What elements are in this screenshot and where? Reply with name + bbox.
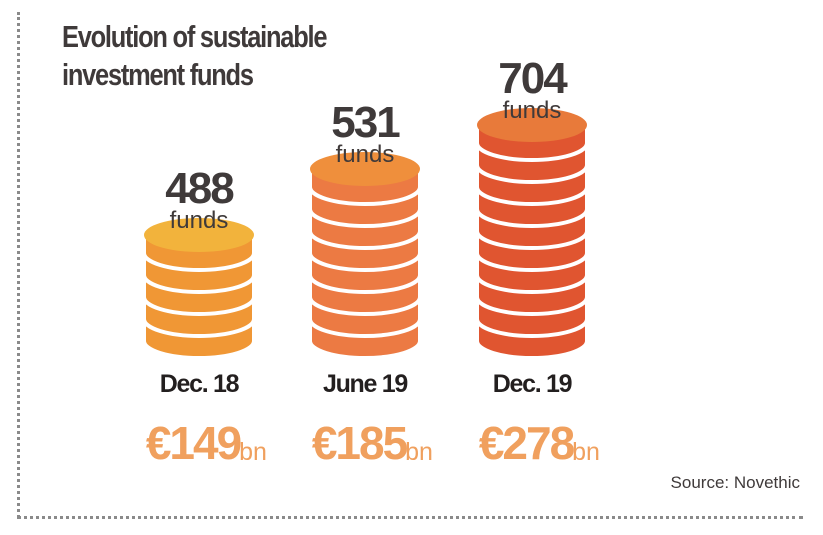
fund-unit-label: funds bbox=[170, 207, 229, 234]
source-note: Source: Novethic bbox=[670, 473, 800, 492]
category-label: Dec. 19 bbox=[493, 370, 572, 398]
category-label: June 19 bbox=[323, 370, 407, 398]
fund-count-label: 531 bbox=[331, 98, 400, 147]
chart-title-line-1: Evolution of sustainable bbox=[62, 19, 327, 54]
dotted-frame-bottom bbox=[17, 516, 803, 519]
fund-unit-label: funds bbox=[503, 97, 562, 124]
chart-title: Evolution of sustainable investment fund… bbox=[62, 18, 327, 94]
chart-title-line-2: investment funds bbox=[62, 57, 254, 92]
category-label: Dec. 18 bbox=[160, 370, 240, 398]
coin-top-1 bbox=[144, 218, 254, 252]
asset-unit-label: bn bbox=[239, 438, 267, 466]
fund-count-label: 488 bbox=[165, 164, 234, 213]
asset-unit-label: bn bbox=[572, 438, 600, 466]
coin-top-2 bbox=[310, 152, 420, 186]
fund-unit-label: funds bbox=[336, 141, 395, 168]
coin-top-3 bbox=[477, 108, 587, 142]
dotted-frame-left bbox=[17, 12, 20, 518]
asset-amount-label: €185 bbox=[312, 417, 408, 469]
fund-count-label: 704 bbox=[498, 54, 568, 103]
asset-amount-label: €278 bbox=[479, 417, 575, 469]
asset-amount-label: €149 bbox=[146, 417, 241, 469]
asset-unit-label: bn bbox=[405, 438, 433, 466]
